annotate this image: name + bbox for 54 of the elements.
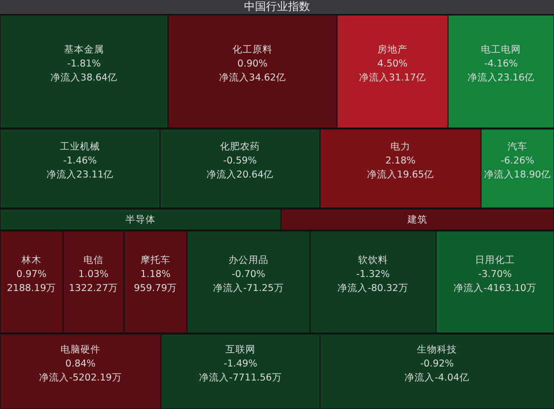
text: 净流入-80.32万 (338, 282, 408, 294)
data-label: 4.50% (377, 58, 408, 70)
text: 净流入23.11亿 (46, 168, 114, 180)
category-label: 互联网 (226, 344, 256, 356)
text: 净流入23.16亿 (467, 72, 535, 84)
category-label: 电力 (390, 140, 410, 152)
data-label: -1.81% (67, 58, 101, 70)
data-label: 1.18% (140, 269, 171, 280)
text: 净流入-5202.19万 (39, 372, 122, 384)
data-label: -3.70% (478, 269, 512, 280)
category-label: 摩托车 (140, 254, 170, 266)
category-label: 基本金属 (64, 44, 104, 56)
text: 净流入-4.04亿 (404, 372, 470, 384)
text: 中国行业指数 (244, 0, 310, 13)
data-label: -4.16% (484, 58, 518, 70)
text: 959.79万 (134, 283, 178, 294)
text: 净流入-4163.10万 (454, 282, 536, 294)
data-label: -1.49% (224, 358, 258, 370)
category-label: 电信 (84, 254, 104, 266)
text: 净流入19.65亿 (366, 168, 434, 180)
category-label: 林木 (20, 254, 42, 266)
category-label: 半导体 (126, 214, 156, 226)
data-label: -1.32% (356, 269, 390, 280)
text: 净流入-7711.56万 (199, 372, 282, 384)
text: 净流入31.17亿 (358, 72, 426, 84)
category-label: 日用化工 (475, 254, 515, 266)
category-label: 化肥农药 (220, 140, 260, 152)
text: 净流入34.62亿 (218, 72, 286, 84)
category-label: 电脑硬件 (60, 344, 100, 356)
category-label: 生物科技 (417, 344, 457, 356)
text: 净流入-71.25万 (213, 282, 284, 294)
category-label: 房地产 (378, 44, 408, 56)
text: 1322.27万 (68, 283, 118, 294)
text: 2188.19万 (6, 283, 56, 294)
category-label: 办公用品 (228, 254, 268, 266)
category-label: 建筑 (406, 214, 428, 226)
data-label: -0.92% (420, 358, 454, 370)
data-label: -0.59% (223, 156, 257, 166)
data-label: 0.90% (237, 58, 268, 70)
data-label: -6.26% (500, 156, 534, 166)
category-label: 电工电网 (481, 44, 521, 56)
text: 净流入18.90亿 (484, 168, 552, 180)
data-label: 1.03% (78, 269, 109, 280)
category-label: 工业机械 (60, 140, 100, 152)
category-label: 汽车 (508, 140, 528, 152)
data-label: 0.97% (16, 269, 47, 280)
category-label: 化工原料 (232, 44, 272, 56)
data-label: -0.70% (232, 269, 266, 280)
data-label: -1.46% (63, 156, 97, 166)
data-label: 0.84% (65, 358, 96, 370)
text: 净流入38.64亿 (50, 72, 118, 84)
category-label: 软饮料 (358, 254, 388, 266)
data-label: 2.18% (385, 156, 416, 166)
text: 净流入20.64亿 (206, 168, 274, 180)
